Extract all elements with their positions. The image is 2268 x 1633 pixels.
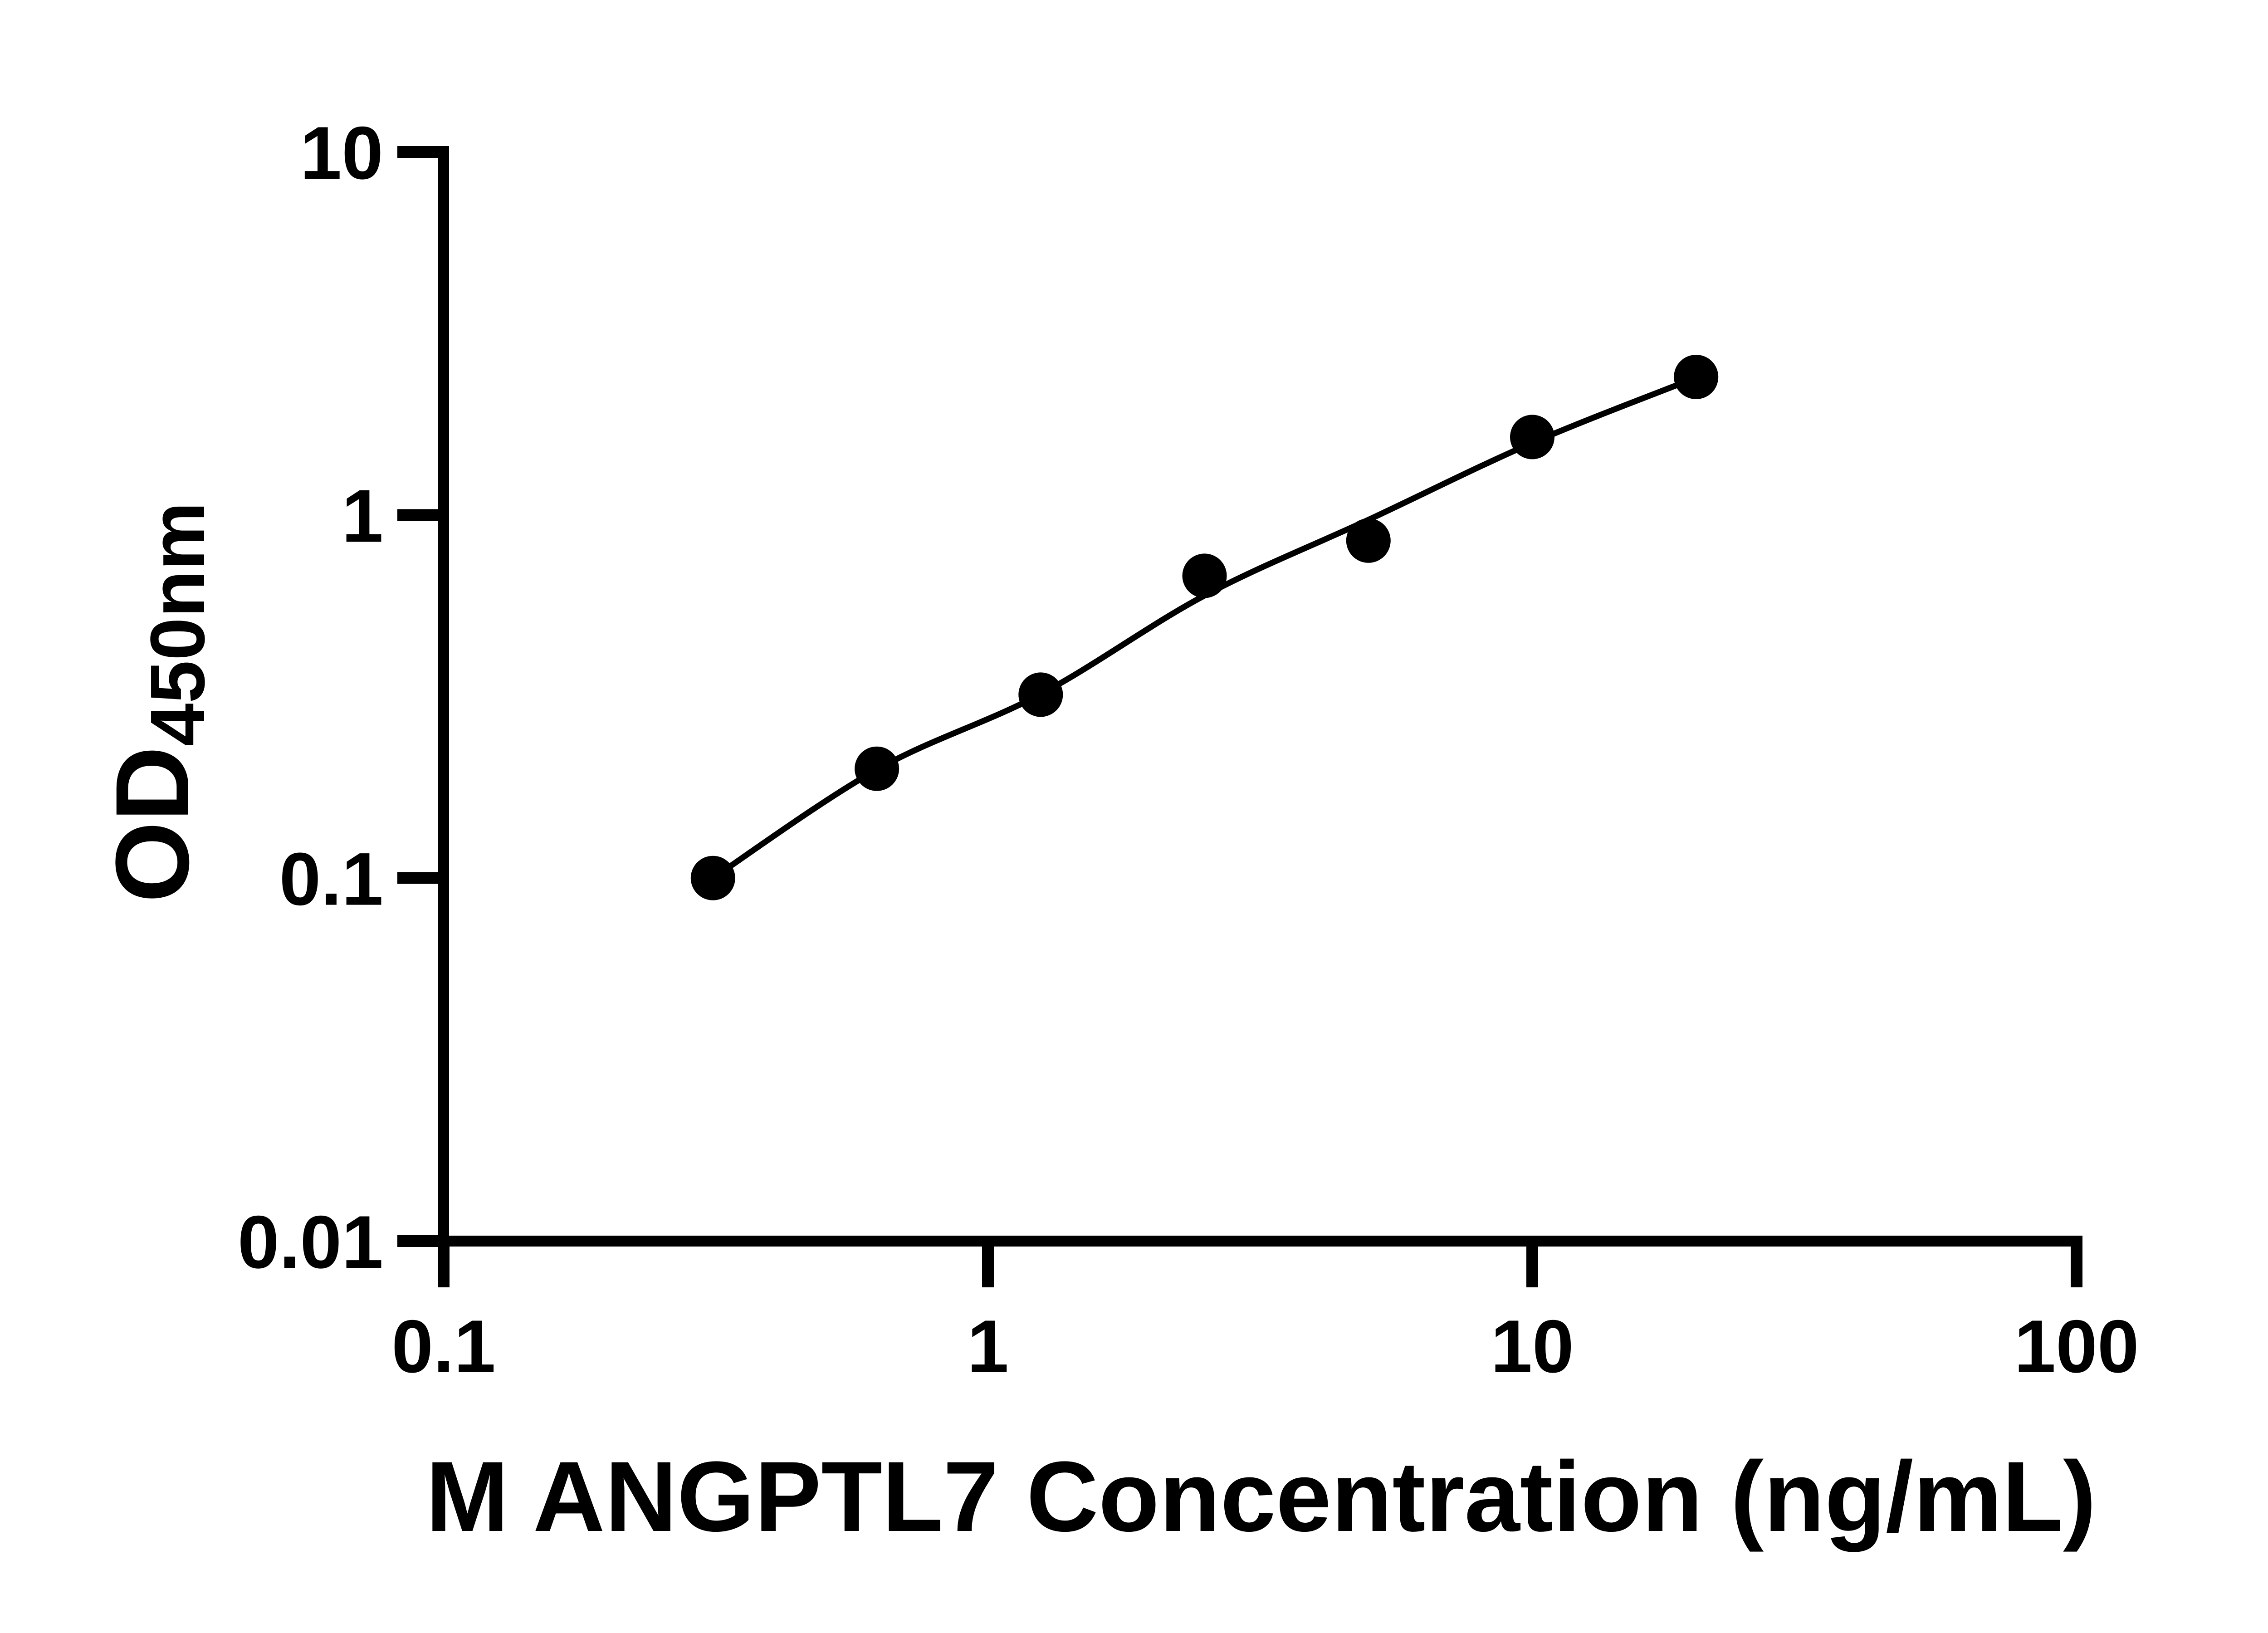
x-axis-title: M ANGPTL7 Concentration (ng/mL) [426, 1441, 2097, 1552]
y-axis-ticks: 10 1 0.1 0.01 [238, 111, 449, 1284]
x-tick-label-100: 100 [2014, 1305, 2139, 1388]
y-axis-title-subscript: 450nm [135, 502, 221, 746]
x-axis-ticks: 0.1 1 10 100 [391, 1241, 2139, 1388]
data-point-6 [1510, 415, 1554, 460]
data-point-3 [1018, 672, 1063, 717]
data-layer [690, 355, 1719, 900]
y-tick-label-0.01: 0.01 [238, 1200, 383, 1284]
data-point-2 [855, 746, 899, 791]
x-tick-label-10: 10 [1491, 1305, 1574, 1388]
data-point-4 [1182, 553, 1227, 598]
data-point-7 [1674, 355, 1719, 399]
x-tick-label-1: 1 [967, 1305, 1009, 1388]
fit-curve-line [710, 375, 1699, 881]
x-tick-label-0.1: 0.1 [391, 1305, 495, 1388]
y-tick-label-1: 1 [342, 474, 383, 557]
y-axis-title-main: OD [94, 746, 210, 903]
y-axis-title: OD450nm [94, 502, 221, 903]
data-point-5 [1346, 518, 1391, 563]
data-point-markers [690, 355, 1719, 900]
y-tick-label-0.1: 0.1 [279, 837, 383, 921]
y-tick-label-10: 10 [300, 111, 383, 195]
data-point-1 [690, 856, 735, 900]
axes [438, 146, 2082, 1247]
